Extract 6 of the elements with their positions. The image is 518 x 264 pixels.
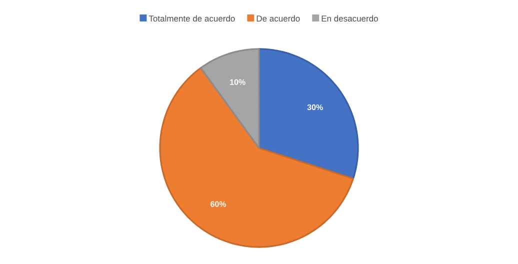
legend-label: En desacuerdo	[322, 15, 378, 22]
data-label: 60%	[210, 201, 226, 207]
legend-label: De acuerdo	[256, 15, 300, 22]
data-label: 30%	[307, 104, 323, 110]
legend-label: Totalmente de acuerdo	[148, 15, 235, 22]
data-label: 10%	[230, 79, 246, 85]
